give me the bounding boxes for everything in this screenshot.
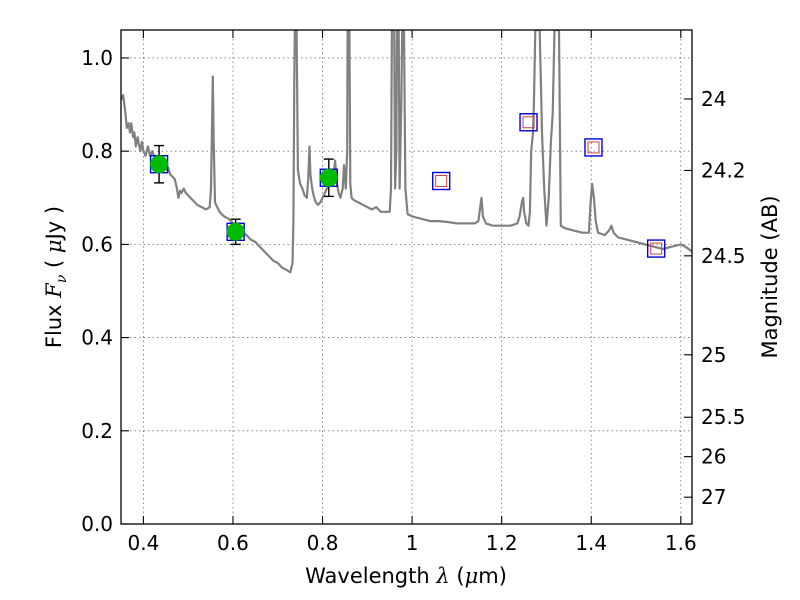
y2-tick-label: 26 xyxy=(701,445,726,469)
plot-frame xyxy=(120,29,693,525)
model-point-inner xyxy=(522,116,535,129)
y-tick-label: 0.0 xyxy=(81,512,113,536)
y-tick-label: 0.2 xyxy=(81,419,113,443)
y-tick-label: 0.6 xyxy=(81,232,113,256)
y2-tick-label: 24 xyxy=(701,87,726,111)
observed-point xyxy=(319,168,338,187)
model-point-inner xyxy=(587,141,600,154)
model-point-inner xyxy=(650,242,663,255)
grid-lines xyxy=(121,30,692,524)
x-tick-label: 1.2 xyxy=(486,531,518,555)
model-point-box xyxy=(584,138,603,157)
y2-tick-label: 25 xyxy=(701,343,726,367)
observed-point xyxy=(150,155,169,174)
y2-tick-label: 25.5 xyxy=(701,405,746,429)
y2-tick-label: 24.5 xyxy=(701,244,746,268)
template-spectrum xyxy=(121,30,692,274)
observed-point xyxy=(226,222,245,241)
y-tick-label: 0.4 xyxy=(81,326,113,350)
model-point-inner xyxy=(435,174,448,187)
model-point-box xyxy=(432,171,451,191)
x-tick-label: 1.6 xyxy=(665,531,697,555)
y-axis-ticks: 0.0 0.2 0.4 0.6 0.8 1.0 xyxy=(81,46,129,536)
model-point-box xyxy=(646,239,666,258)
y2-axis-ticks: 24 24.2 24.5 25 25.5 26 27 xyxy=(684,87,746,509)
x-tick-label: 0.8 xyxy=(307,531,339,555)
y2-tick-label: 24.2 xyxy=(701,158,746,182)
y-tick-label: 1.0 xyxy=(81,46,113,70)
x-tick-label: 0.6 xyxy=(217,531,249,555)
x-tick-label: 1.4 xyxy=(575,531,607,555)
model-point-box xyxy=(519,113,538,132)
observed-points xyxy=(150,144,338,246)
x-axis-label: Wavelength λ (μm) xyxy=(305,564,507,588)
x-tick-label: 1 xyxy=(406,531,419,555)
x-tick-label: 0.4 xyxy=(127,531,159,555)
x-axis-ticks: 0.4 0.6 0.8 1 1.2 1.4 1.6 xyxy=(127,30,697,555)
y-axis-label: Flux Fν ( μJy ) xyxy=(42,206,70,348)
y-tick-label: 0.8 xyxy=(81,139,113,163)
y2-axis-label: Magnitude (AB) xyxy=(758,195,782,358)
template-spectrum-line xyxy=(121,30,692,274)
y2-tick-label: 27 xyxy=(701,485,726,509)
